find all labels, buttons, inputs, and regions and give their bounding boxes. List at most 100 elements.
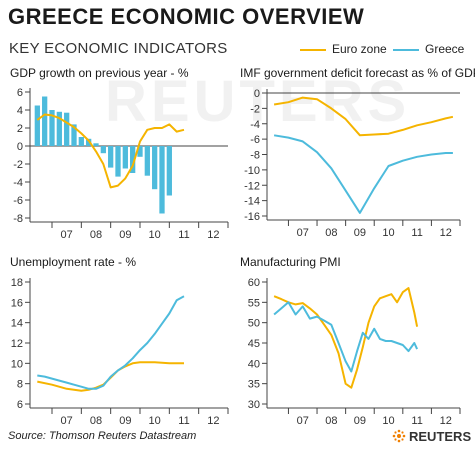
x-tick-label: 11 [178, 229, 189, 241]
bar-greece [64, 112, 70, 146]
x-tick-label: 09 [354, 415, 366, 427]
x-tick-label: 08 [325, 227, 337, 239]
x-tick-label: 10 [149, 229, 161, 241]
x-tick-label: 12 [207, 229, 219, 241]
y-tick-label: 12 [11, 338, 23, 350]
y-tick-label: 4 [17, 105, 23, 117]
x-tick-label: 09 [354, 227, 366, 239]
bar-greece [49, 110, 55, 146]
bar-greece [42, 96, 48, 146]
legend-swatch-greece [393, 48, 419, 51]
legend-label-greece: Greece [425, 42, 465, 56]
y-tick-label: -2 [13, 159, 23, 171]
chart-deficit: IMF government deficit forecast as % of … [240, 66, 475, 239]
x-tick-label: 07 [61, 415, 73, 427]
y-tick-label: -8 [250, 150, 260, 162]
page-subtitle: KEY ECONOMIC INDICATORS [9, 40, 228, 57]
bar-greece [100, 146, 106, 154]
x-tick-label: 10 [382, 415, 394, 427]
bar-greece [144, 146, 150, 176]
bar-greece [130, 146, 136, 173]
y-tick-label: 35 [248, 379, 260, 391]
page-title: GREECE ECONOMIC OVERVIEW [8, 4, 365, 29]
bar-greece [115, 146, 121, 177]
y-tick-label: 6 [17, 87, 23, 99]
y-tick-label: -14 [244, 196, 260, 208]
chart-pmi: Manufacturing PMI 60 55 50 45 40 35 30 07 08 09 10 1… [240, 255, 461, 427]
y-tick-label: 2 [17, 123, 23, 135]
series-line-greece [273, 301, 419, 373]
bar-greece [108, 146, 114, 168]
y-tick-label: -4 [250, 119, 260, 131]
x-tick-label: 07 [297, 227, 309, 239]
bar-greece [152, 146, 158, 190]
bar-greece [78, 137, 84, 146]
x-tick-label: 12 [440, 227, 452, 239]
bar-greece [159, 146, 165, 214]
y-tick-label: 50 [248, 318, 260, 330]
y-tick-label: -8 [13, 213, 23, 225]
x-tick-label: 08 [90, 415, 102, 427]
series-line-eurozone [36, 113, 185, 189]
y-tick-label: -16 [244, 211, 260, 223]
series-line-greece [37, 295, 185, 390]
x-tick-label: 10 [382, 227, 394, 239]
chart-title: GDP growth on previous year - % [10, 66, 189, 80]
x-tick-label: 08 [325, 415, 337, 427]
bar-greece [71, 124, 77, 146]
series-line-eurozone [273, 96, 454, 137]
y-tick-label: -2 [250, 103, 260, 115]
y-tick-label: 6 [17, 399, 23, 411]
y-tick-label: 0 [17, 141, 23, 153]
y-tick-label: 60 [248, 277, 260, 289]
y-tick-label: -6 [250, 134, 260, 146]
legend-swatch-eurozone [300, 48, 326, 51]
bar-greece [122, 146, 128, 169]
y-tick-label: 45 [248, 338, 260, 350]
source-note: Source: Thomson Reuters Datastream [8, 430, 197, 442]
chart-title: Unemployment rate - % [10, 255, 136, 269]
x-tick-label: 12 [440, 415, 452, 427]
y-tick-label: -12 [244, 180, 260, 192]
y-tick-label: 55 [248, 297, 260, 309]
y-tick-label: -10 [244, 165, 260, 177]
x-tick-label: 07 [297, 415, 309, 427]
bar-greece [34, 105, 40, 146]
x-tick-label: 07 [61, 229, 73, 241]
watermark: REUTERS [105, 69, 411, 134]
legend-item-eurozone: Euro zone [300, 42, 387, 56]
bar-greece [137, 146, 143, 157]
y-tick-label: 16 [11, 297, 23, 309]
bar-greece [56, 111, 62, 146]
x-tick-label: 11 [178, 415, 189, 427]
y-tick-label: 10 [11, 358, 23, 370]
y-tick-label: 8 [17, 379, 23, 391]
x-tick-label: 11 [411, 227, 422, 239]
x-tick-label: 12 [207, 415, 219, 427]
chart-unemployment: Unemployment rate - % 18 16 14 12 10 8 6 07 08 09 1… [10, 255, 229, 427]
series-line-eurozone [273, 287, 419, 389]
legend-item-greece: Greece [393, 42, 464, 56]
x-tick-label: 11 [411, 415, 422, 427]
x-tick-label: 09 [119, 229, 131, 241]
chart-title: IMF government deficit forecast as % of … [240, 66, 475, 80]
chart-gdp: GDP growth on previous year - % 6 4 2 0 -2 -4 -… [10, 66, 229, 241]
x-tick-label: 10 [149, 415, 161, 427]
reuters-logo-text: REUTERS [409, 429, 472, 444]
x-tick-label: 08 [90, 229, 102, 241]
legend-label-eurozone: Euro zone [332, 42, 387, 56]
reuters-logo: REUTERS [392, 429, 471, 444]
x-tick-label: 09 [119, 415, 131, 427]
bar-greece [86, 138, 92, 146]
y-tick-label: -4 [13, 177, 23, 189]
y-tick-label: 30 [248, 399, 260, 411]
chart-title: Manufacturing PMI [240, 255, 341, 269]
y-tick-label: 14 [11, 318, 23, 330]
y-tick-label: 40 [248, 358, 260, 370]
series-line-greece [273, 134, 453, 214]
reuters-dot-logo-icon [392, 429, 406, 443]
y-tick-label: 18 [11, 277, 23, 289]
bar-greece [166, 146, 172, 196]
